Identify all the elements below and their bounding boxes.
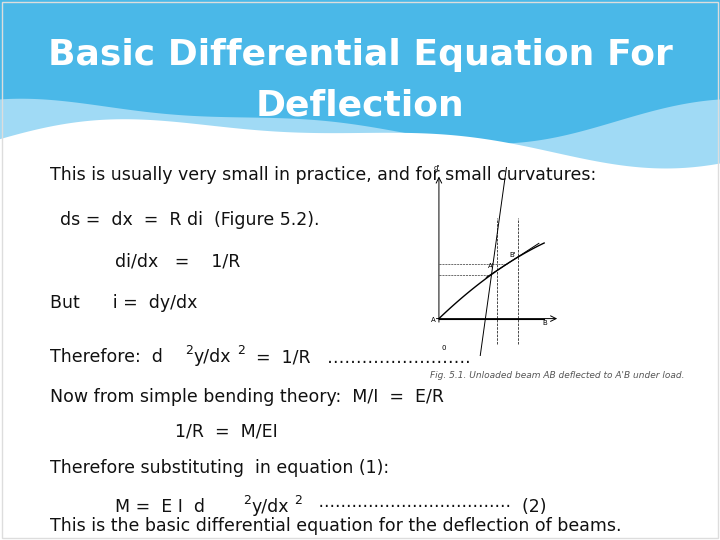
Polygon shape [0, 119, 720, 540]
Text: ds =  dx  =  R di  (Figure 5.2).: ds = dx = R di (Figure 5.2). [60, 211, 320, 229]
Text: A': A' [488, 263, 495, 269]
Bar [0, 175, 720, 540]
Text: y/dx: y/dx [251, 498, 289, 516]
Text: Basic Differential Equation For: Basic Differential Equation For [48, 38, 672, 72]
Bar [0, 0, 720, 175]
Polygon shape [0, 99, 720, 540]
Text: y/dx: y/dx [193, 348, 230, 366]
Text: 1/R  =  M/EI: 1/R = M/EI [175, 423, 278, 441]
Text: This is usually very small in practice, and for small curvatures:: This is usually very small in practice, … [50, 166, 596, 184]
Text: Deflection: Deflection [256, 88, 464, 122]
Text: Now from simple bending theory:  M/I  =  E/R: Now from simple bending theory: M/I = E/… [50, 388, 444, 406]
Text: M =  E I  d: M = E I d [115, 498, 205, 516]
Text: ···································  (2): ··································· (2) [302, 498, 546, 516]
Text: This is the basic differential equation for the deflection of beams.: This is the basic differential equation … [50, 517, 621, 535]
Text: 0: 0 [441, 345, 446, 351]
Text: B: B [542, 320, 546, 326]
Text: But      i =  dy/dx: But i = dy/dx [50, 294, 197, 312]
Text: 2: 2 [294, 494, 302, 507]
Text: =  1/R   …………………….: = 1/R ……………………. [245, 348, 471, 366]
Text: di/dx   =    1/R: di/dx = 1/R [115, 253, 240, 271]
Text: 2: 2 [237, 343, 245, 356]
Text: d': d' [433, 165, 440, 171]
Text: Therefore substituting  in equation (1):: Therefore substituting in equation (1): [50, 459, 389, 477]
Text: Therefore:  d: Therefore: d [50, 348, 163, 366]
Text: A: A [431, 318, 436, 323]
Text: 2: 2 [185, 343, 193, 356]
Text: Fig. 5.1. Unloaded beam AB deflected to A'B under load.: Fig. 5.1. Unloaded beam AB deflected to … [430, 372, 685, 381]
Text: B': B' [510, 252, 516, 259]
Text: 2: 2 [243, 494, 251, 507]
